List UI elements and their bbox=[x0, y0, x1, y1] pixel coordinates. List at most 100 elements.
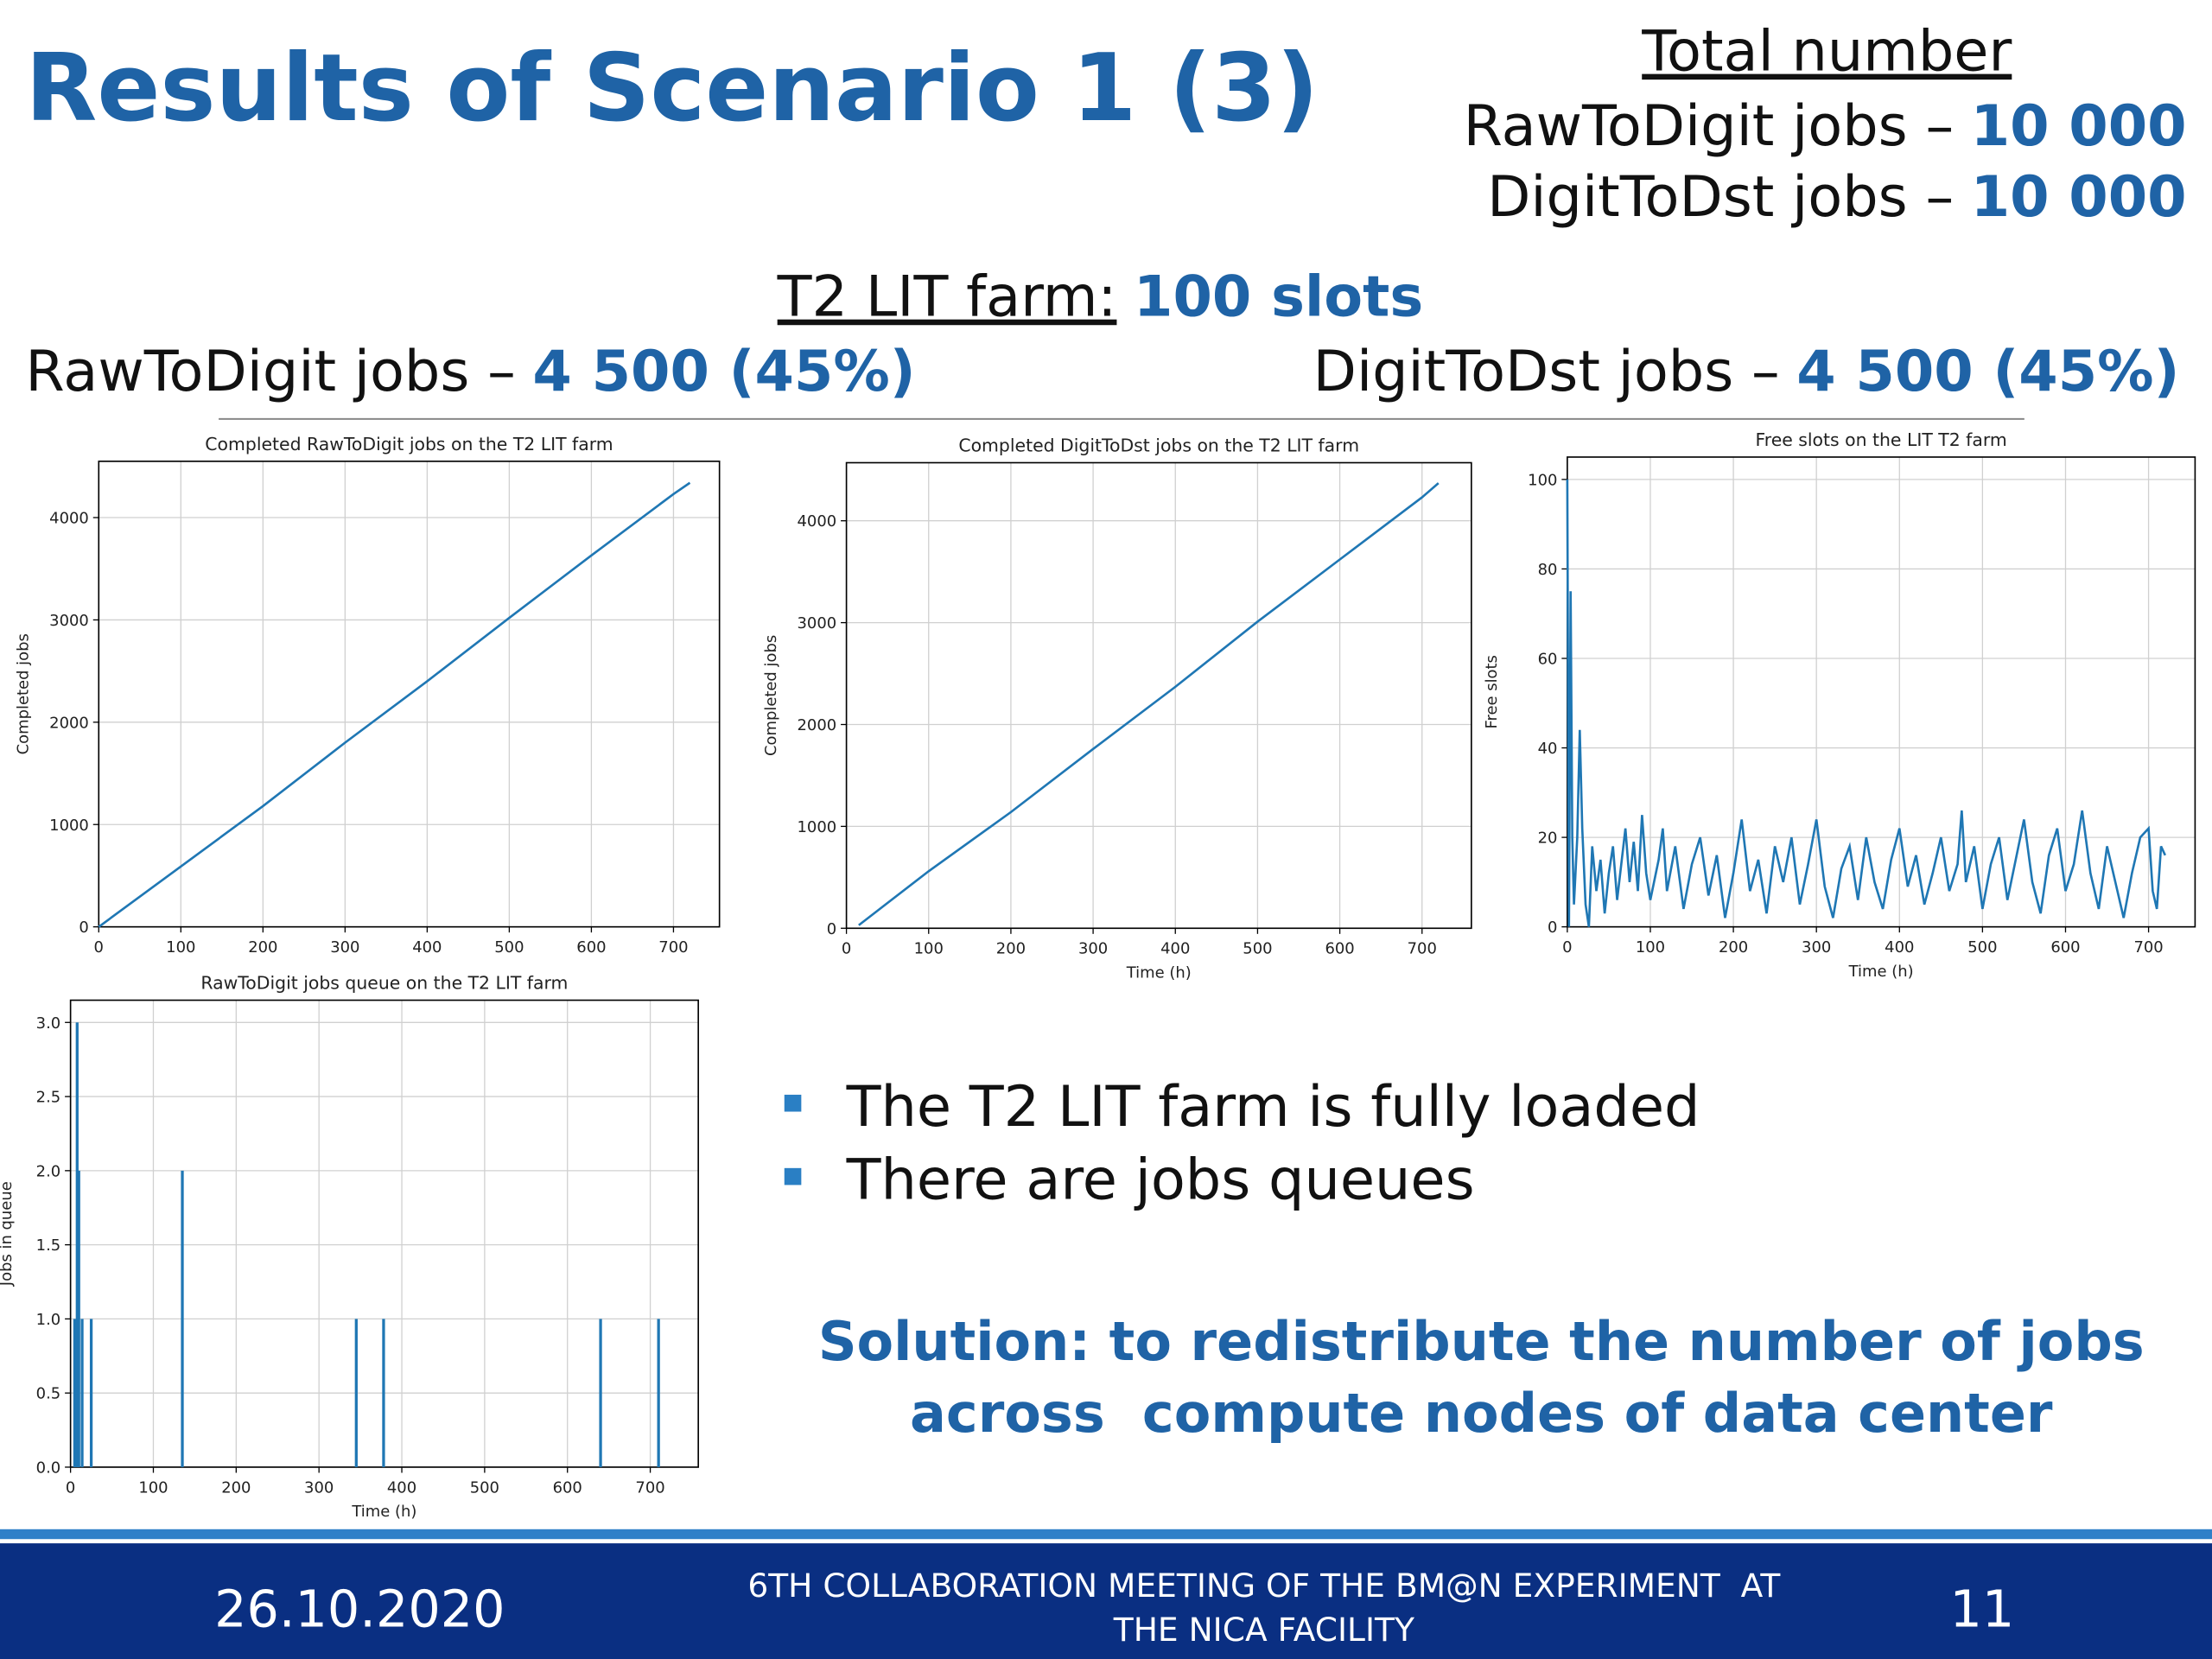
footer-date: 26.10.2020 bbox=[214, 1579, 505, 1638]
y-tick-label: 60 bbox=[1538, 651, 1558, 669]
plot-frame bbox=[845, 461, 1472, 930]
x-tick-label: 400 bbox=[1885, 938, 1914, 957]
bar bbox=[80, 1319, 84, 1467]
x-tick-label: 500 bbox=[494, 938, 524, 957]
bar bbox=[599, 1319, 602, 1467]
farm-line-label: RawToDigit jobs – bbox=[25, 339, 515, 404]
farm-line: DigitToDst jobs –4 500 (45%) bbox=[1313, 339, 2180, 404]
y-tick-label: 2.0 bbox=[36, 1162, 61, 1180]
x-tick-label: 300 bbox=[304, 1478, 334, 1497]
data-line bbox=[1566, 479, 2166, 927]
bar bbox=[73, 1319, 77, 1467]
total-label: Total number bbox=[1641, 19, 2012, 85]
bullet-marker bbox=[784, 1094, 802, 1112]
y-tick-label: 3.0 bbox=[36, 1014, 61, 1033]
bar bbox=[382, 1319, 385, 1467]
bar bbox=[354, 1319, 358, 1467]
x-tick-label: 500 bbox=[470, 1478, 499, 1497]
x-tick-label: 0 bbox=[94, 938, 104, 957]
farm-heading: T2 LIT farm: 100 slots bbox=[777, 264, 1424, 330]
plot-frame bbox=[98, 461, 721, 928]
x-tick-label: 100 bbox=[1636, 938, 1665, 957]
x-tick-label: 400 bbox=[1160, 940, 1190, 958]
total-line-value: 10 000 bbox=[1971, 164, 2187, 230]
x-tick-label: 200 bbox=[1719, 938, 1748, 957]
y-tick-label: 0.5 bbox=[36, 1385, 61, 1403]
y-axis-label: Free slots bbox=[1483, 655, 1501, 728]
chart-title: Free slots on the LIT T2 farm bbox=[1756, 429, 2007, 450]
footer-meeting: 6TH COLLABORATION MEETING OF THE BM@N EX… bbox=[747, 1567, 1781, 1605]
x-tick-label: 300 bbox=[1802, 938, 1831, 957]
total-line-label: RawToDigit jobs – bbox=[1464, 93, 1954, 159]
y-axis-label: Jobs in queue bbox=[0, 1181, 16, 1287]
total-line: RawToDigit jobs – 10 000 bbox=[1464, 93, 2187, 159]
slide-title: Results of Scenario 1 (3) bbox=[25, 35, 1319, 143]
y-tick-label: 3000 bbox=[798, 614, 837, 632]
data-line bbox=[858, 482, 1440, 926]
y-tick-label: 0 bbox=[827, 920, 836, 938]
x-tick-label: 300 bbox=[1078, 940, 1108, 958]
y-tick-label: 2.5 bbox=[36, 1089, 61, 1107]
x-tick-label: 600 bbox=[553, 1478, 582, 1497]
y-tick-label: 1000 bbox=[49, 817, 89, 835]
y-tick-label: 1.0 bbox=[36, 1311, 61, 1329]
y-tick-label: 0 bbox=[1548, 918, 1557, 937]
x-tick-label: 200 bbox=[996, 940, 1026, 958]
bullet: There are jobs queues bbox=[846, 1147, 1475, 1213]
page-number: 11 bbox=[1949, 1579, 2014, 1638]
y-tick-label: 3000 bbox=[49, 612, 89, 630]
x-tick-label: 600 bbox=[1325, 940, 1354, 958]
x-tick-label: 100 bbox=[166, 938, 195, 957]
x-tick-label: 700 bbox=[2133, 938, 2163, 957]
farm-value: 100 slots bbox=[1134, 264, 1423, 330]
farm-label: T2 LIT farm: bbox=[777, 264, 1117, 330]
y-tick-label: 2000 bbox=[798, 716, 837, 734]
total-line-value: 10 000 bbox=[1971, 93, 2187, 159]
footer-meeting: THE NICA FACILITY bbox=[1113, 1611, 1415, 1649]
x-axis-label: Time (h) bbox=[1848, 963, 1914, 981]
y-tick-label: 4000 bbox=[798, 512, 837, 531]
y-tick-label: 1.5 bbox=[36, 1236, 61, 1255]
y-tick-label: 0 bbox=[79, 918, 88, 937]
x-tick-label: 400 bbox=[412, 938, 442, 957]
x-tick-label: 0 bbox=[66, 1478, 75, 1497]
x-tick-label: 100 bbox=[138, 1478, 168, 1497]
y-tick-label: 40 bbox=[1538, 740, 1558, 758]
solution: Solution: to redistribute the number of … bbox=[818, 1310, 2145, 1373]
x-axis-label: Time (h) bbox=[351, 1503, 416, 1521]
y-tick-label: 2000 bbox=[49, 714, 89, 732]
footer-stripe bbox=[0, 1529, 2212, 1540]
x-tick-label: 700 bbox=[1408, 940, 1437, 958]
bar bbox=[657, 1319, 660, 1467]
bullet-marker bbox=[784, 1167, 802, 1185]
farm-line-value: 4 500 (45%) bbox=[1796, 339, 2179, 404]
y-tick-label: 80 bbox=[1538, 561, 1558, 579]
farm-line: RawToDigit jobs – 4 500 (45%) bbox=[25, 339, 915, 404]
chart-title: Completed DigitToDst jobs on the T2 LIT … bbox=[958, 435, 1359, 455]
bar bbox=[77, 1170, 80, 1467]
bar bbox=[89, 1319, 93, 1467]
x-tick-label: 0 bbox=[1562, 938, 1572, 957]
bar bbox=[181, 1170, 184, 1467]
chart-title: RawToDigit jobs queue on the T2 LIT farm bbox=[200, 972, 568, 993]
x-tick-label: 700 bbox=[635, 1478, 664, 1497]
bar bbox=[75, 1022, 79, 1467]
farm-line-label: DigitToDst jobs – bbox=[1313, 339, 1780, 404]
footer-band bbox=[0, 1543, 2212, 1659]
data-line bbox=[98, 481, 691, 928]
x-tick-label: 300 bbox=[330, 938, 359, 957]
bullet: The T2 LIT farm is fully loaded bbox=[846, 1074, 1700, 1140]
y-tick-label: 20 bbox=[1538, 830, 1558, 848]
x-tick-label: 0 bbox=[842, 940, 851, 958]
solution: across compute nodes of data center bbox=[910, 1382, 2053, 1445]
x-tick-label: 200 bbox=[221, 1478, 251, 1497]
x-tick-label: 700 bbox=[658, 938, 688, 957]
x-tick-label: 200 bbox=[248, 938, 277, 957]
y-axis-label: Completed jobs bbox=[762, 635, 780, 756]
x-tick-label: 400 bbox=[387, 1478, 416, 1497]
x-tick-label: 500 bbox=[1243, 940, 1272, 958]
x-tick-label: 600 bbox=[2050, 938, 2080, 957]
total-line: DigitToDst jobs – 10 000 bbox=[1487, 164, 2186, 230]
